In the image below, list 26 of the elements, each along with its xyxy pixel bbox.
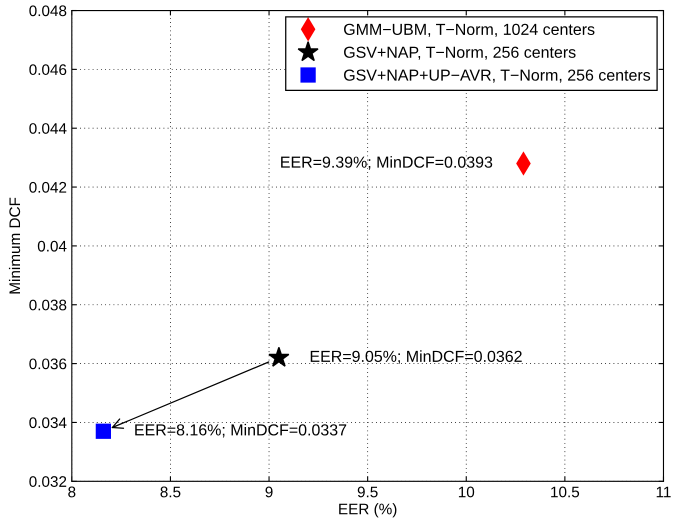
- x-tick-label: 9: [266, 486, 273, 498]
- x-tick-label: 10.5: [551, 486, 580, 498]
- x-tick-label: 11: [656, 486, 671, 498]
- y-tick-label: 0.036: [29, 358, 66, 370]
- x-tick-label: 8: [68, 486, 76, 498]
- annotation: EER=9.39%; MinDCF=0.0393: [281, 156, 492, 170]
- y-axis-title: Minimum DCF: [8, 198, 20, 294]
- y-tick-label: 0.042: [29, 182, 66, 193]
- legend-label: GSV+NAP, T−Norm, 256 centers: [344, 46, 576, 60]
- y-tick-label: 0.048: [29, 5, 66, 16]
- y-tick-label: 0.04: [38, 240, 67, 252]
- point: [268, 346, 290, 367]
- legend-label: GMM−UBM, T−Norm, 1024 centers: [344, 24, 594, 37]
- x-axis-title: EER (%): [339, 503, 396, 518]
- y-tick-label: 0.034: [29, 417, 67, 428]
- x-tick-label: 9.5: [358, 486, 378, 498]
- annotation: EER=8.16%; MinDCF=0.0337: [135, 424, 346, 438]
- annotation: EER=9.05%; MinDCF=0.0362: [310, 350, 522, 364]
- x-tick-label: 10: [458, 486, 474, 498]
- point: [96, 424, 112, 439]
- y-tick-label: 0.032: [29, 476, 66, 487]
- legend-label: GSV+NAP+UP−AVR, T−Norm, 256 centers: [344, 69, 650, 83]
- y-tick-label: 0.044: [29, 123, 67, 134]
- y-tick-label: 0.046: [29, 64, 66, 76]
- y-tick-label: 0.038: [29, 300, 66, 310]
- x-tick-label: 8.5: [160, 486, 180, 498]
